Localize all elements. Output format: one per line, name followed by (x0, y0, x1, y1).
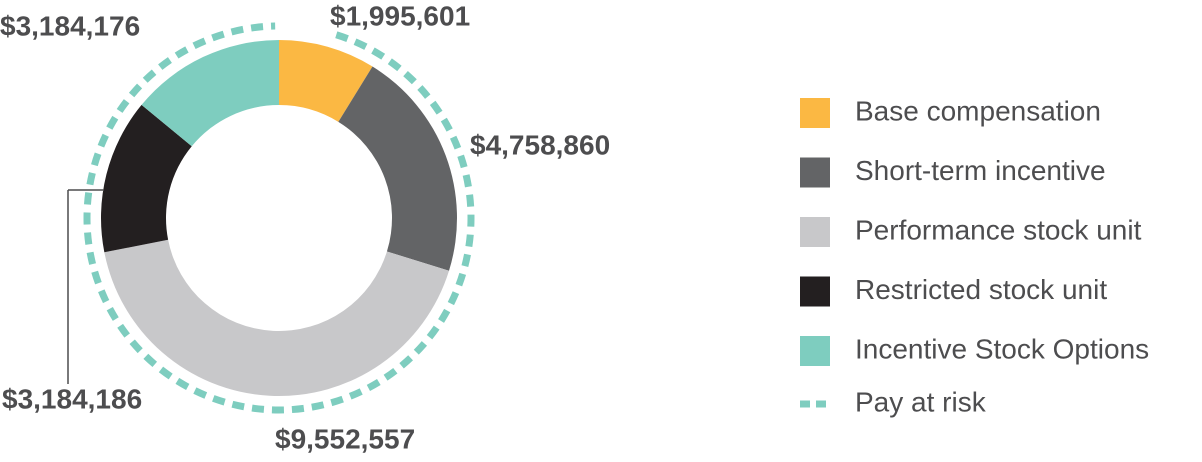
donut-segment (141, 40, 279, 147)
value-label: $9,552,557 (275, 423, 415, 454)
legend-label: Performance stock unit (855, 214, 1142, 245)
value-label: $4,758,860 (470, 129, 610, 160)
donut-segment (279, 40, 373, 122)
legend-swatch (800, 217, 830, 247)
donut-segment (104, 239, 450, 397)
legend-label: Incentive Stock Options (855, 333, 1149, 364)
legend-label: Base compensation (855, 95, 1101, 126)
legend-swatch (800, 157, 830, 188)
donut-segment (338, 66, 458, 271)
value-label: $3,184,186 (2, 383, 142, 414)
legend-swatch (800, 276, 830, 307)
legend-label: Restricted stock unit (855, 274, 1107, 305)
donut (83, 22, 475, 414)
value-label: $1,995,601 (330, 0, 470, 31)
donut-segment (100, 104, 192, 253)
legend-label: Pay at risk (855, 386, 987, 417)
risk-ring (83, 22, 475, 414)
legend-swatch (800, 336, 830, 366)
legend-label: Short-term incentive (855, 155, 1106, 186)
legend-swatch (800, 98, 830, 128)
value-label: $3,184,176 (0, 10, 140, 41)
